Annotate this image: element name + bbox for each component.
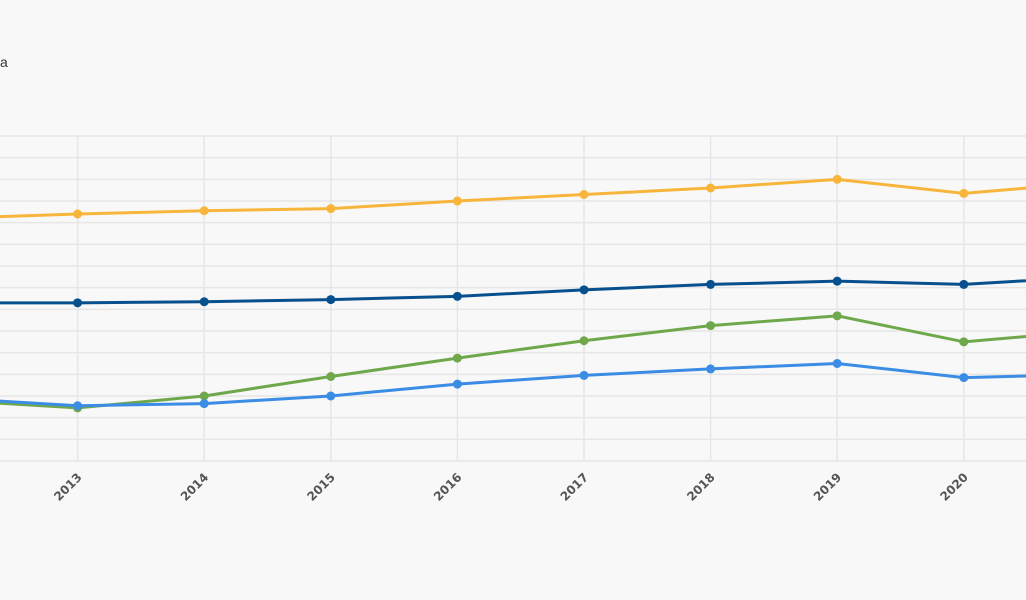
data-point	[832, 174, 842, 184]
data-point	[452, 379, 462, 389]
data-point	[73, 209, 83, 219]
data-point	[199, 297, 209, 307]
series-line-2	[0, 279, 1026, 305]
data-point	[326, 295, 336, 305]
data-point	[452, 291, 462, 301]
x-axis-ticks: 2013 2014 2015 2016 2017 2018 2019 2020	[51, 470, 971, 504]
data-point	[73, 298, 83, 308]
x-tick-label: 2020	[937, 470, 971, 504]
grid-lines	[0, 135, 1026, 462]
data-point	[199, 206, 209, 216]
data-point	[706, 364, 716, 374]
legend-label-partial: a	[0, 54, 8, 70]
x-tick-label: 2017	[558, 470, 592, 504]
data-point	[452, 196, 462, 206]
data-point	[959, 373, 969, 383]
data-point	[452, 353, 462, 363]
data-point	[199, 399, 209, 409]
data-point	[959, 337, 969, 347]
series-group	[0, 174, 1026, 413]
data-point	[959, 279, 969, 289]
data-point	[326, 204, 336, 214]
data-point	[959, 188, 969, 198]
data-point	[832, 276, 842, 286]
data-point	[579, 336, 589, 346]
x-tick-label: 2015	[304, 470, 338, 504]
data-point	[706, 321, 716, 331]
data-point	[579, 285, 589, 295]
data-point	[326, 391, 336, 401]
series-line-3	[0, 314, 1026, 410]
x-tick-label: 2019	[811, 470, 845, 504]
data-point	[199, 391, 209, 401]
data-point	[326, 372, 336, 381]
x-tick-label: 2016	[431, 470, 465, 504]
data-point	[73, 401, 83, 411]
data-point	[832, 311, 842, 321]
x-tick-label: 2013	[51, 470, 85, 504]
series-line-1	[0, 177, 1026, 219]
data-point	[706, 183, 716, 193]
series-line-4	[0, 362, 1026, 408]
data-point	[579, 190, 589, 199]
x-tick-label: 2014	[178, 470, 212, 504]
x-tick-label: 2018	[684, 470, 718, 504]
data-point	[579, 370, 589, 380]
data-point	[832, 359, 842, 368]
data-point	[706, 279, 716, 289]
